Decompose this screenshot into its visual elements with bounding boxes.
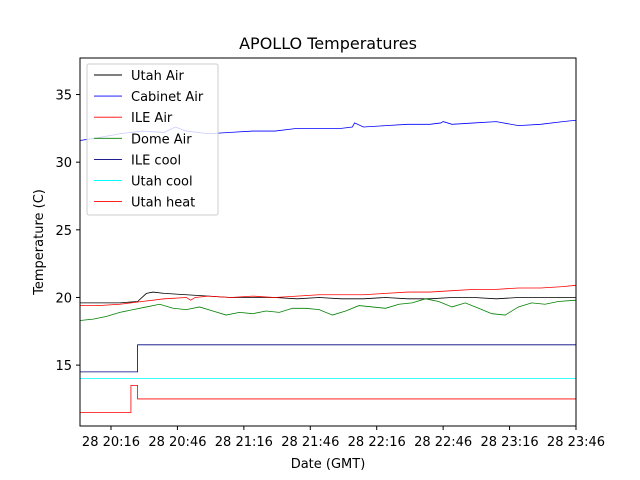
legend-label-ile-cool: ILE cool [131, 153, 181, 168]
x-tick-label: 28 23:16 [481, 435, 539, 450]
legend-label-utah-cool: Utah cool [131, 175, 193, 190]
x-tick-label: 28 23:46 [547, 435, 605, 450]
legend-label-ile-air: ILE Air [131, 111, 173, 126]
y-axis-label: Temperature (C) [32, 189, 47, 296]
y-tick-label: 35 [55, 89, 72, 104]
legend-label-cabinet-air: Cabinet Air [131, 90, 204, 105]
y-axis: 15 20 25 30 35 [55, 89, 80, 374]
x-tick-label: 28 20:16 [82, 435, 140, 450]
y-tick-label: 25 [55, 224, 72, 239]
series-line-utah-heat [80, 385, 576, 413]
x-axis: 28 20:16 28 20:46 28 21:16 28 21:46 28 22:16… [82, 426, 605, 450]
x-tick-label: 28 22:46 [414, 435, 472, 450]
x-tick-label: 28 21:46 [281, 435, 339, 450]
series-line-dome-air [79, 298, 577, 321]
legend: Utah Air Cabinet Air ILE Air Dome Air ILE co… [86, 63, 219, 216]
plot-frame [79, 57, 577, 427]
legend-box [86, 63, 219, 216]
chart-title: APOLLO Temperatures [239, 34, 417, 53]
y-tick-label: 20 [55, 291, 72, 306]
legend-label-utah-air: Utah Air [131, 69, 184, 84]
y-tick-label: 30 [55, 156, 72, 171]
x-axis-label: Date (GMT) [291, 457, 366, 472]
x-tick-label: 28 21:16 [215, 435, 273, 450]
series-layer [79, 119, 577, 413]
x-tick-label: 28 22:16 [348, 435, 406, 450]
series-line-utah-air [80, 291, 576, 304]
legend-label-utah-heat: Utah heat [131, 196, 195, 211]
x-tick-label: 28 20:46 [148, 435, 206, 450]
legend-label-dome-air: Dome Air [131, 132, 192, 147]
series-line-ile-cool [80, 344, 576, 373]
y-tick-label: 15 [55, 359, 72, 374]
series-line-ile-air [80, 284, 577, 306]
